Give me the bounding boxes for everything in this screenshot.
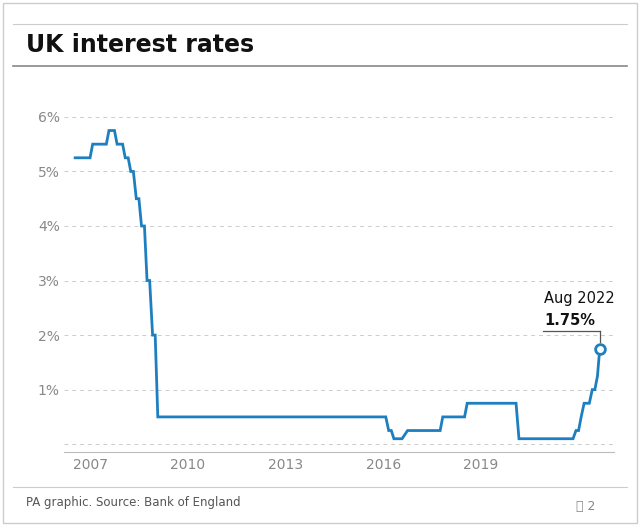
Text: Aug 2022: Aug 2022 [545,291,615,306]
Text: UK interest rates: UK interest rates [26,33,253,57]
Text: 1.75%: 1.75% [545,313,595,328]
Text: PA graphic. Source: Bank of England: PA graphic. Source: Bank of England [26,496,240,509]
Text: 📷 2: 📷 2 [576,500,595,512]
